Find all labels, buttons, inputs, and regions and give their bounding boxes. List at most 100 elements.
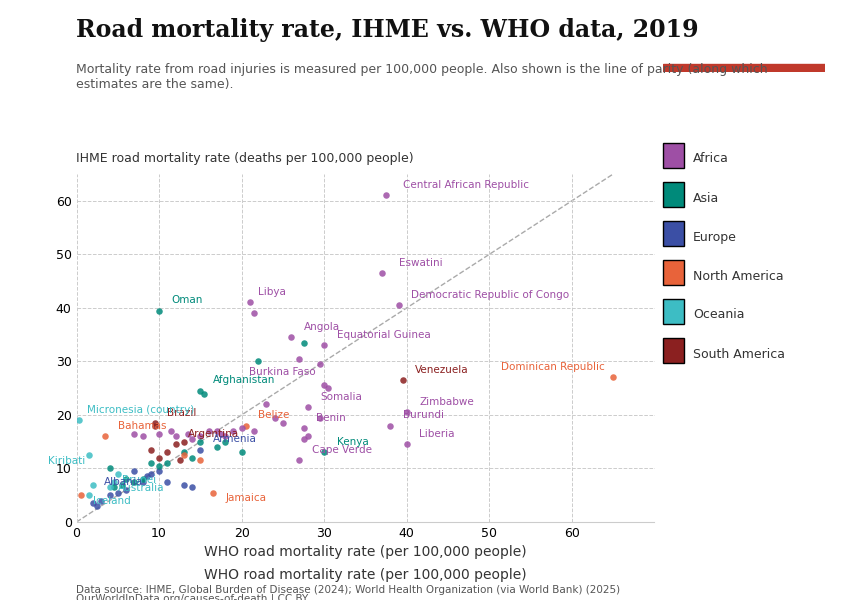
Text: Oceania: Oceania <box>693 308 745 322</box>
Text: Australia: Australia <box>118 482 164 493</box>
Point <box>99 431 112 441</box>
Text: IHME road mortality rate (deaths per 100,000 people): IHME road mortality rate (deaths per 100… <box>76 152 414 165</box>
Point <box>82 490 96 500</box>
Point <box>72 415 86 425</box>
Point <box>375 268 388 278</box>
Text: OurWorldInData.org/causes-of-death | CC BY: OurWorldInData.org/causes-of-death | CC … <box>76 594 309 600</box>
Point <box>235 448 248 457</box>
Point <box>161 477 174 487</box>
Point <box>383 421 397 430</box>
Point <box>210 442 224 452</box>
Point <box>317 380 331 390</box>
Point <box>297 338 310 347</box>
Text: North America: North America <box>693 269 784 283</box>
Point <box>194 437 207 446</box>
Point <box>276 418 290 428</box>
Point <box>218 431 232 441</box>
Point <box>392 301 405 310</box>
Text: Our World
in Data: Our World in Data <box>708 23 779 51</box>
Text: Equatorial Guinea: Equatorial Guinea <box>337 330 430 340</box>
Text: Armenia: Armenia <box>212 434 257 445</box>
Point <box>185 482 199 492</box>
Point <box>136 477 150 487</box>
Point <box>103 490 116 500</box>
Point <box>136 431 150 441</box>
Text: Oman: Oman <box>172 295 203 305</box>
Text: Iceland: Iceland <box>93 496 131 506</box>
Point <box>210 426 224 436</box>
Text: Europe: Europe <box>693 230 737 244</box>
Text: Somalia: Somalia <box>320 392 362 401</box>
Point <box>194 455 207 465</box>
Text: Afghanistan: Afghanistan <box>212 376 275 385</box>
Point <box>379 191 393 200</box>
Point <box>194 431 207 441</box>
Text: Democratic Republic of Congo: Democratic Republic of Congo <box>411 290 569 300</box>
Point <box>86 499 99 508</box>
Point <box>128 466 141 476</box>
Point <box>177 448 190 457</box>
Point <box>181 429 195 439</box>
Point <box>177 480 190 490</box>
Point <box>148 418 162 428</box>
Point <box>144 469 157 479</box>
Point <box>297 424 310 433</box>
Point <box>128 477 141 487</box>
Point <box>206 488 219 497</box>
Point <box>165 426 178 436</box>
Text: Central African Republic: Central African Republic <box>403 180 529 190</box>
Text: Africa: Africa <box>693 152 728 166</box>
Point <box>111 469 125 479</box>
Point <box>247 308 261 318</box>
Point <box>161 458 174 468</box>
Point <box>144 458 157 468</box>
Point <box>169 440 183 449</box>
Point <box>297 434 310 444</box>
Point <box>161 448 174 457</box>
Point <box>177 450 190 460</box>
Text: Belize: Belize <box>258 410 290 420</box>
Text: Liberia: Liberia <box>419 429 455 439</box>
Point <box>198 389 212 398</box>
Text: WHO road mortality rate (per 100,000 people): WHO road mortality rate (per 100,000 peo… <box>204 568 527 582</box>
Point <box>107 482 121 492</box>
Text: Micronesia (country): Micronesia (country) <box>88 405 195 415</box>
Point <box>185 434 199 444</box>
Text: South America: South America <box>693 347 785 361</box>
Point <box>185 453 199 463</box>
Point <box>103 482 116 492</box>
Point <box>314 359 327 369</box>
Text: Brunei: Brunei <box>122 475 156 485</box>
Text: Kiribati: Kiribati <box>48 456 85 466</box>
Text: Burkina Faso: Burkina Faso <box>249 367 316 377</box>
Text: Asia: Asia <box>693 191 719 205</box>
Text: Data source: IHME, Global Burden of Disease (2024); World Health Organization (v: Data source: IHME, Global Burden of Dise… <box>76 585 620 595</box>
Point <box>152 306 166 316</box>
Point <box>119 485 133 494</box>
Text: Bahamas: Bahamas <box>118 421 167 431</box>
Point <box>396 376 410 385</box>
Point <box>119 475 133 484</box>
Text: Argentina: Argentina <box>188 429 239 439</box>
Bar <box>663 64 824 72</box>
Text: Zimbabwe: Zimbabwe <box>419 397 474 407</box>
X-axis label: WHO road mortality rate (per 100,000 people): WHO road mortality rate (per 100,000 peo… <box>204 545 527 559</box>
Point <box>243 298 257 307</box>
Point <box>247 426 261 436</box>
Point <box>235 424 248 433</box>
Point <box>259 400 273 409</box>
Point <box>194 386 207 395</box>
Point <box>201 426 215 436</box>
Point <box>400 440 414 449</box>
Point <box>152 429 166 439</box>
Text: Eswatini: Eswatini <box>399 257 442 268</box>
Text: Cape Verde: Cape Verde <box>312 445 371 455</box>
Point <box>301 431 314 441</box>
Point <box>292 354 306 364</box>
Text: Road mortality rate, IHME vs. WHO data, 2019: Road mortality rate, IHME vs. WHO data, … <box>76 18 699 42</box>
Text: Jamaica: Jamaica <box>225 493 266 503</box>
Point <box>111 488 125 497</box>
Point <box>317 341 331 350</box>
Point <box>321 383 335 393</box>
Point <box>152 453 166 463</box>
